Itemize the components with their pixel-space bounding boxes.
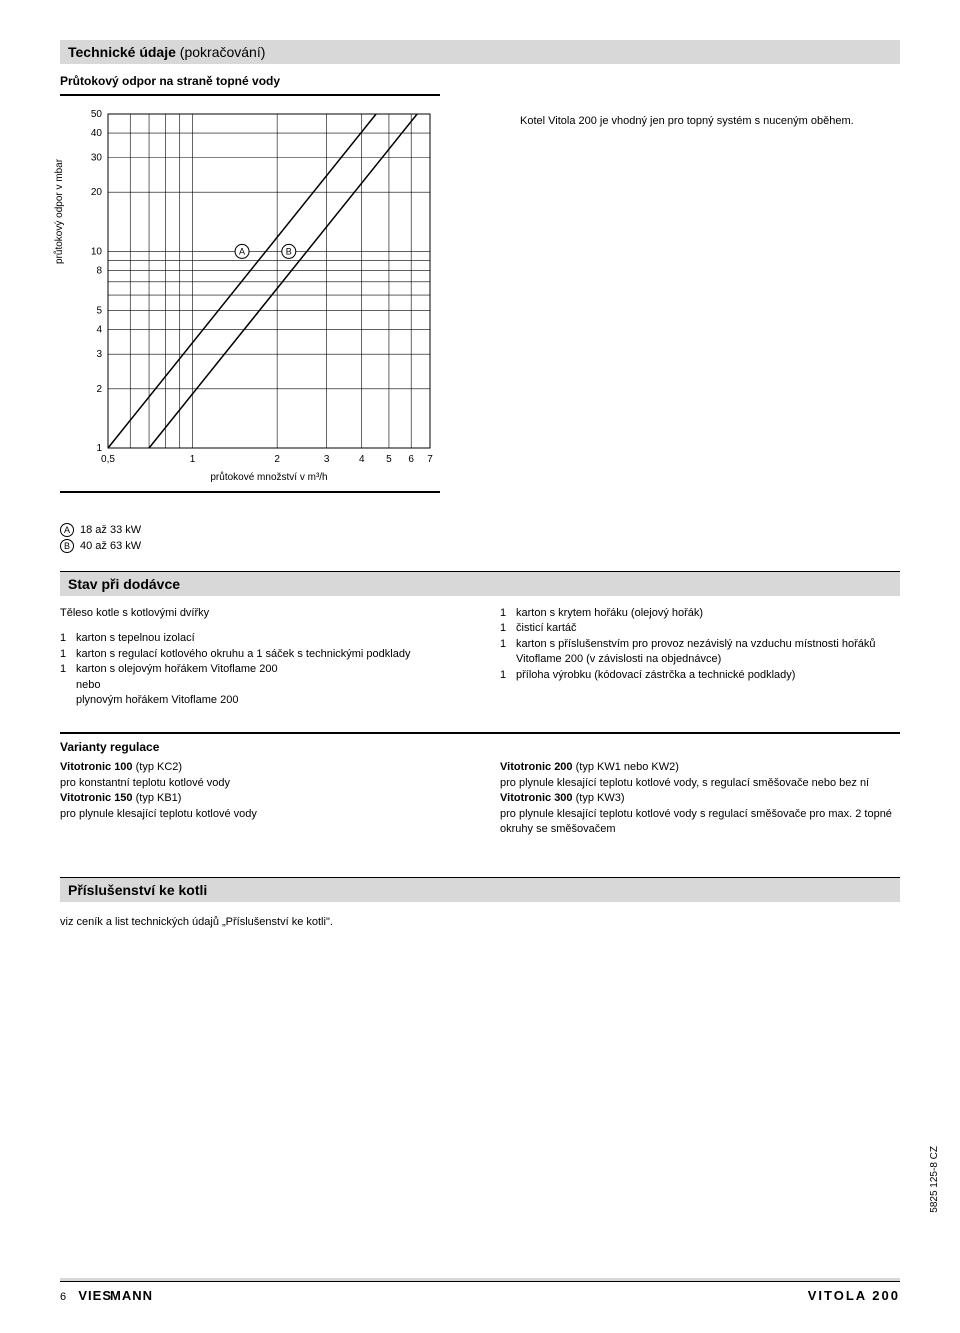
variant-desc: pro konstantní teplotu kotlové vody bbox=[60, 776, 460, 791]
delivery-left: Těleso kotle s kotlovými dvířky 1karton … bbox=[60, 606, 460, 708]
legend-b-text: 40 až 63 kW bbox=[80, 540, 141, 552]
svg-text:1: 1 bbox=[96, 443, 102, 454]
legend-b: B 40 až 63 kW bbox=[60, 539, 900, 553]
variants-header: Varianty regulace bbox=[60, 732, 900, 754]
footer-left: 6 VIESMANN bbox=[60, 1288, 153, 1303]
svg-text:B: B bbox=[286, 246, 292, 256]
chart-note: Kotel Vitola 200 je vhodný jen pro topný… bbox=[520, 114, 900, 129]
accessories-header: Příslušenství ke kotli bbox=[60, 877, 900, 902]
page-footer: 6 VIESMANN VITOLA 200 bbox=[60, 1278, 900, 1303]
list-item: 1čisticí kartáč bbox=[500, 621, 900, 636]
variant-desc: pro plynule klesající teplotu kotlové vo… bbox=[500, 776, 900, 791]
svg-text:4: 4 bbox=[359, 454, 365, 465]
delivery-header: Stav při dodávce bbox=[60, 571, 900, 596]
svg-text:2: 2 bbox=[96, 384, 102, 395]
variants-right: Vitotronic 200 (typ KW1 nebo KW2)pro ply… bbox=[500, 760, 900, 837]
svg-text:20: 20 bbox=[91, 187, 103, 198]
svg-text:A: A bbox=[239, 246, 245, 256]
svg-text:5: 5 bbox=[386, 454, 392, 465]
header-title-rest: (pokračování) bbox=[180, 44, 266, 60]
delivery-intro: Těleso kotle s kotlovými dvířky bbox=[60, 606, 460, 621]
variant-title: Vitotronic 200 (typ KW1 nebo KW2) bbox=[500, 760, 900, 775]
delivery-columns: Těleso kotle s kotlovými dvířky 1karton … bbox=[60, 606, 900, 708]
variant-title: Vitotronic 100 (typ KC2) bbox=[60, 760, 460, 775]
variant-desc: pro plynule klesající teplotu kotlové vo… bbox=[60, 807, 460, 822]
product-name: VITOLA 200 bbox=[808, 1288, 900, 1303]
legend-a-icon: A bbox=[60, 523, 74, 537]
variants-left: Vitotronic 100 (typ KC2)pro konstantní t… bbox=[60, 760, 460, 837]
legend-a-text: 18 až 33 kW bbox=[80, 524, 141, 536]
chart-svg: 0,512345671234581020304050průtokové množ… bbox=[60, 104, 440, 484]
svg-text:7: 7 bbox=[427, 454, 433, 465]
variant-title: Vitotronic 150 (typ KB1) bbox=[60, 791, 460, 806]
variant-title: Vitotronic 300 (typ KW3) bbox=[500, 791, 900, 806]
chart-section: Průtokový odpor na straně topné vody prů… bbox=[60, 74, 900, 553]
chart-subtitle: Průtokový odpor na straně topné vody bbox=[60, 74, 900, 88]
list-item: 1karton s příslušenstvím pro provoz nezá… bbox=[500, 637, 900, 668]
variant-desc: pro plynule klesající teplotu kotlové vo… bbox=[500, 807, 900, 838]
svg-text:50: 50 bbox=[91, 109, 103, 120]
underline-bottom bbox=[60, 491, 440, 493]
svg-text:5: 5 bbox=[96, 306, 102, 317]
chart-legend: A 18 až 33 kW B 40 až 63 kW bbox=[60, 523, 900, 553]
legend-a: A 18 až 33 kW bbox=[60, 523, 900, 537]
resistance-chart: průtokový odpor v mbar 0,512345671234581… bbox=[60, 104, 440, 487]
delivery-right: 1karton s krytem hořáku (olejový hořák)1… bbox=[500, 606, 900, 708]
svg-text:průtokové množství v m³/h: průtokové množství v m³/h bbox=[210, 471, 327, 483]
list-item: 1karton s regulací kotlového okruhu a 1 … bbox=[60, 647, 460, 662]
list-item: 1karton s tepelnou izolací bbox=[60, 631, 460, 646]
y-axis-label: průtokový odpor v mbar bbox=[54, 159, 65, 264]
svg-text:3: 3 bbox=[324, 454, 330, 465]
document-code: 5825 125-8 CZ bbox=[929, 1146, 940, 1213]
page-header: Technické údaje (pokračování) bbox=[60, 40, 900, 64]
svg-text:8: 8 bbox=[96, 265, 102, 276]
svg-text:2: 2 bbox=[274, 454, 280, 465]
accessories-text: viz ceník a list technických údajů „Přís… bbox=[60, 916, 900, 928]
svg-text:0,5: 0,5 bbox=[101, 454, 115, 465]
header-title-bold: Technické údaje bbox=[68, 44, 176, 60]
legend-b-icon: B bbox=[60, 539, 74, 553]
page-number: 6 bbox=[60, 1291, 66, 1303]
list-item: 1příloha výrobku (kódovací zástrčka a te… bbox=[500, 668, 900, 683]
brand-logo: VIESMANN bbox=[78, 1288, 153, 1303]
svg-text:40: 40 bbox=[91, 128, 103, 139]
svg-text:1: 1 bbox=[190, 454, 196, 465]
list-item: 1karton s krytem hořáku (olejový hořák) bbox=[500, 606, 900, 621]
list-item: 1karton s olejovým hořákem Vitoflame 200… bbox=[60, 662, 460, 708]
variants-columns: Vitotronic 100 (typ KC2)pro konstantní t… bbox=[60, 760, 900, 837]
svg-text:3: 3 bbox=[96, 349, 102, 360]
svg-text:4: 4 bbox=[96, 325, 102, 336]
svg-text:6: 6 bbox=[408, 454, 414, 465]
svg-text:10: 10 bbox=[91, 246, 103, 257]
svg-text:30: 30 bbox=[91, 153, 103, 164]
